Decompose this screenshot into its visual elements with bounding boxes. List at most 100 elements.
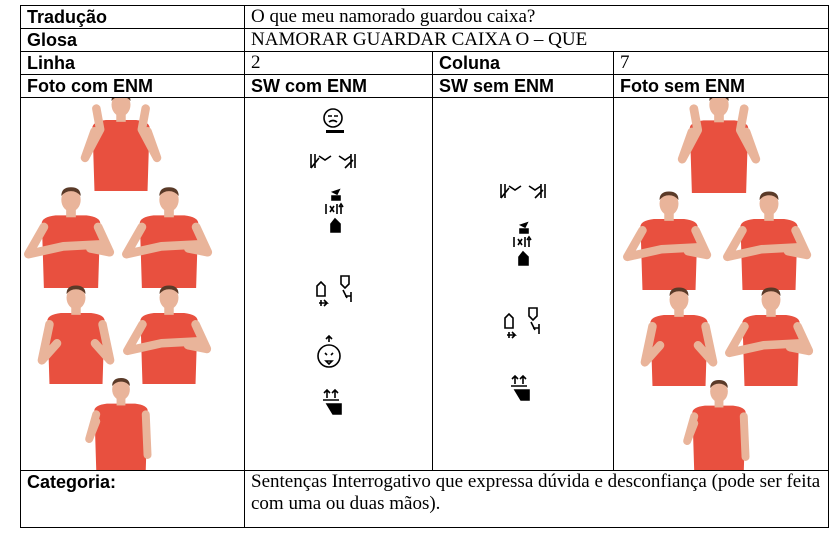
person-photo — [723, 191, 812, 290]
hand-left — [316, 280, 329, 307]
arm — [37, 320, 62, 365]
sign-symbol — [316, 275, 352, 307]
arm — [723, 226, 802, 262]
person-photo — [725, 287, 814, 386]
face — [317, 344, 341, 368]
head — [112, 378, 130, 401]
signwriting-cell — [432, 97, 614, 471]
contact — [325, 202, 344, 214]
hair — [659, 191, 679, 200]
face — [323, 108, 343, 128]
person-photo — [123, 285, 212, 384]
arm — [90, 320, 115, 365]
arm — [623, 226, 702, 262]
person-photo — [677, 98, 761, 193]
head — [761, 288, 781, 312]
hand — [325, 403, 342, 415]
hand-bottom — [518, 250, 529, 266]
hair — [111, 98, 131, 101]
contact — [513, 235, 532, 247]
person-photo — [640, 287, 718, 386]
arm — [677, 104, 703, 164]
row: Linha 2 Coluna 7 — [20, 51, 829, 75]
hair — [710, 380, 728, 388]
sign-symbol — [511, 374, 530, 401]
head — [709, 98, 729, 117]
row: Tradução O que meu namorado guardou caix… — [20, 5, 829, 29]
person-photo — [623, 191, 712, 290]
movement — [500, 184, 546, 199]
arm — [123, 320, 202, 356]
neck — [66, 207, 76, 218]
header-cell: SW sem ENM — [432, 74, 614, 98]
arrows — [511, 374, 527, 387]
sign-symbol — [500, 184, 546, 199]
hand-right — [340, 275, 352, 302]
person-photo — [85, 378, 152, 470]
torso — [140, 312, 198, 384]
hair — [159, 187, 179, 196]
photos — [24, 98, 213, 470]
neck — [164, 305, 174, 315]
arm — [183, 320, 212, 354]
sign-symbol — [513, 221, 532, 266]
sign-symbol — [323, 108, 344, 133]
arm — [141, 410, 152, 459]
hand-top — [518, 221, 529, 234]
neck — [116, 112, 126, 122]
arm — [24, 222, 105, 259]
sign-table: Tradução O que meu namorado guardou caix… — [20, 5, 829, 528]
sign-symbol — [504, 307, 540, 339]
head — [61, 188, 81, 212]
torso — [650, 314, 708, 386]
hair — [669, 287, 689, 296]
person-photo — [683, 380, 750, 470]
arm — [640, 322, 665, 367]
value-cell: O que meu namorado guardou caixa? — [244, 5, 829, 29]
hand-left — [504, 312, 517, 339]
sign-symbol — [317, 334, 341, 368]
row: Categoria: Sentenças Interrogativo que e… — [20, 470, 829, 528]
arm — [725, 322, 804, 358]
torso — [689, 120, 749, 193]
arrows — [323, 388, 339, 401]
hand — [513, 389, 530, 401]
neck — [714, 112, 724, 123]
head — [669, 288, 689, 312]
hair — [709, 98, 729, 101]
arm — [184, 222, 213, 257]
neck — [714, 398, 724, 408]
neck — [766, 307, 776, 317]
sign-symbol — [323, 388, 342, 415]
neck — [116, 396, 126, 406]
arm — [137, 104, 162, 163]
head — [111, 98, 131, 117]
hand-right — [528, 307, 540, 334]
row — [20, 97, 829, 471]
hand-bottom — [330, 217, 341, 233]
arm — [122, 222, 203, 259]
arm — [739, 412, 750, 461]
head — [710, 380, 728, 403]
head — [759, 192, 779, 216]
label-cell: Glosa — [20, 28, 245, 52]
arm — [783, 226, 812, 260]
neck — [764, 211, 774, 221]
hair — [66, 285, 86, 294]
torso — [692, 405, 746, 470]
arm — [683, 226, 712, 260]
arm — [80, 104, 105, 163]
torso — [92, 119, 150, 191]
sign-symbol — [325, 188, 344, 233]
torso — [742, 314, 800, 386]
hair — [159, 285, 179, 294]
photo-cell — [613, 97, 829, 471]
neck — [674, 307, 684, 317]
hair — [759, 191, 779, 200]
value-cell: Sentenças Interrogativo que expressa dúv… — [244, 470, 829, 528]
header-cell: SW com ENM — [244, 74, 433, 98]
header-cell: Foto sem ENM — [613, 74, 829, 98]
row: Foto com ENM SW com ENM SW sem ENM Foto … — [20, 74, 829, 98]
arm — [693, 322, 718, 367]
